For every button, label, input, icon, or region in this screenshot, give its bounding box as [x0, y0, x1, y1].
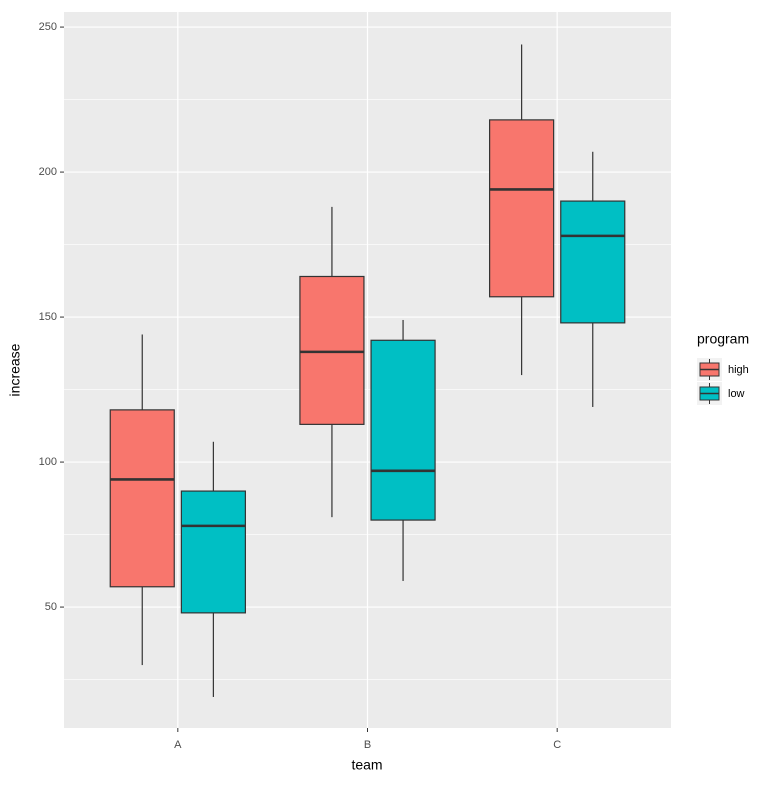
x-tick-label: C: [553, 739, 561, 751]
x-tick-label: B: [364, 739, 371, 751]
y-tick-label: 200: [39, 166, 57, 178]
y-tick-label: 250: [39, 21, 57, 33]
box: [489, 119, 555, 298]
x-tick-label: A: [174, 739, 182, 751]
legend-label: low: [728, 388, 745, 400]
x-axis-title: team: [351, 757, 382, 773]
marks: [109, 44, 626, 697]
y-tick-label: 100: [39, 456, 57, 468]
box: [299, 275, 365, 425]
grid: [64, 12, 671, 728]
box: [370, 339, 436, 521]
legend-label: high: [728, 364, 749, 376]
y-tick-label: 50: [45, 601, 57, 613]
box: [560, 200, 626, 324]
box: [180, 490, 246, 614]
y-tick-label: 150: [39, 311, 57, 323]
legend-title: program: [697, 331, 749, 347]
box: [109, 409, 175, 588]
y-axis-title: increase: [7, 343, 23, 396]
